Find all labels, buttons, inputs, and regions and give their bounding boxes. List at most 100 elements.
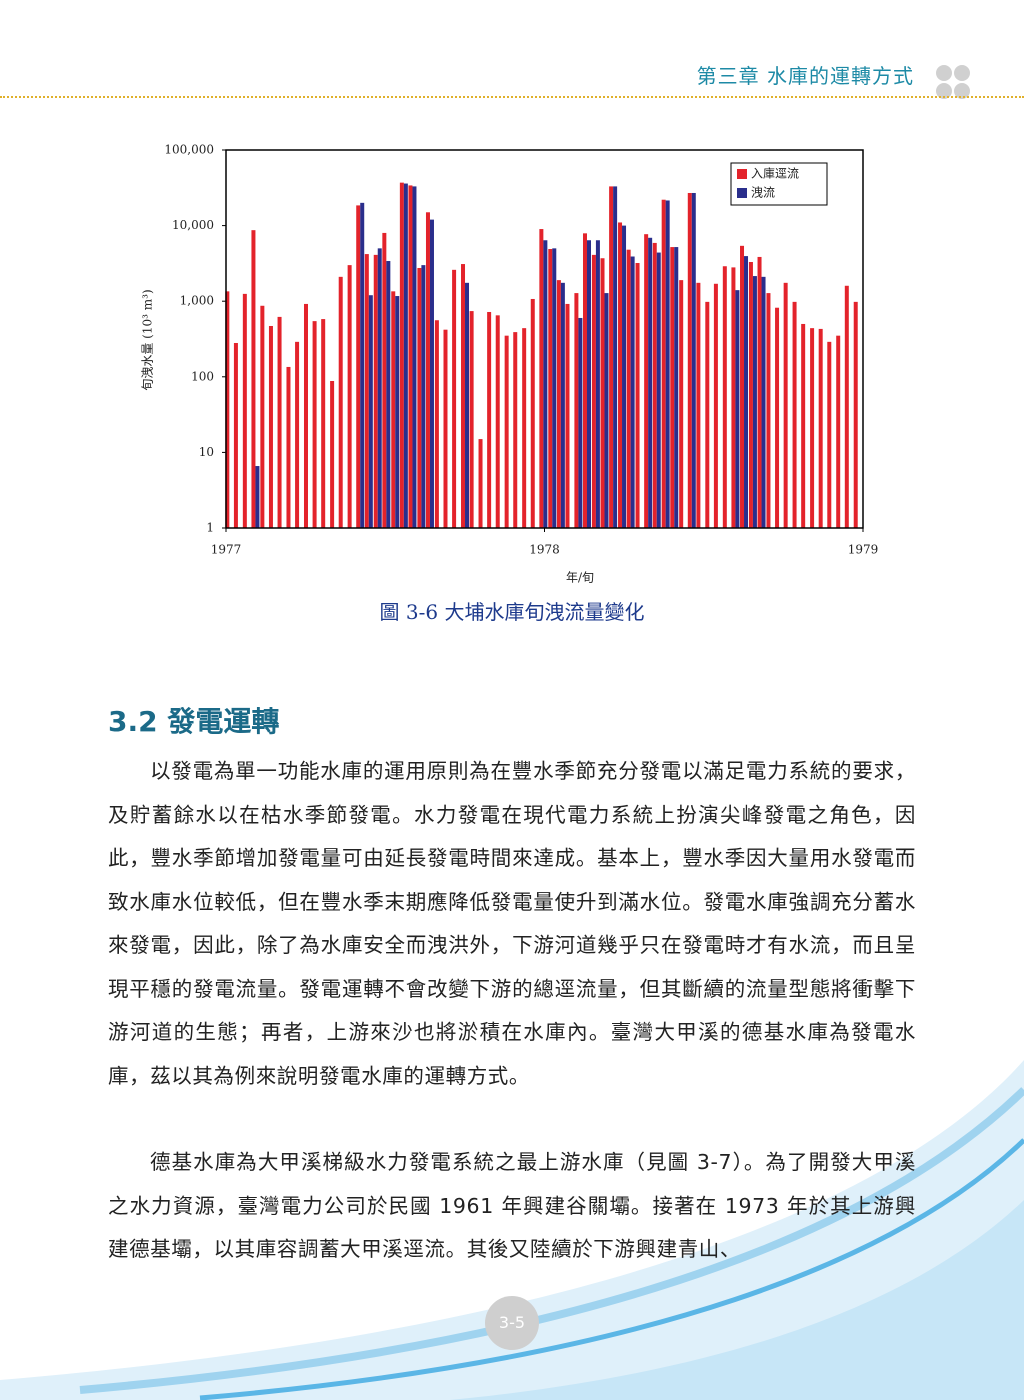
y-tick-label: 10,000: [172, 218, 214, 232]
bar: [595, 240, 600, 528]
bar: [360, 202, 365, 528]
bar: [622, 225, 627, 528]
y-tick-label: 10: [199, 445, 214, 459]
bar: [552, 248, 557, 529]
bar: [731, 267, 736, 528]
bar: [403, 183, 408, 529]
bar: [604, 293, 609, 528]
bar: [377, 248, 382, 529]
legend-label: 洩流: [751, 186, 775, 200]
bar: [373, 254, 378, 528]
bar: [255, 466, 260, 528]
bar: [748, 262, 753, 528]
bar: [429, 219, 434, 528]
paragraph: 德基水庫為大甲溪梯級水力發電系統之最上游水庫（見圖 3-7）。為了開發大甲溪之水…: [108, 1150, 916, 1261]
bar: [844, 285, 849, 528]
bar: [810, 328, 815, 528]
y-tick-label: 1,000: [180, 294, 214, 308]
bar: [696, 282, 701, 528]
legend-swatch: [737, 169, 747, 179]
bar: [251, 230, 256, 528]
figure-caption: 圖 3-6 大埔水庫旬洩流量變化: [379, 600, 645, 624]
bar: [434, 320, 439, 528]
bar: [225, 291, 230, 528]
bar: [648, 237, 653, 528]
bar: [757, 256, 762, 528]
section-heading: 3.2 發電運轉: [108, 705, 280, 738]
legend-swatch: [737, 188, 747, 198]
bar: [504, 335, 509, 528]
bar: [705, 301, 710, 528]
bar: [233, 342, 238, 528]
bar: [586, 240, 591, 528]
y-tick-label: 1: [206, 521, 214, 535]
bar: [487, 311, 492, 528]
bar: [600, 258, 605, 528]
bar: [679, 280, 684, 528]
icon-dot: [954, 65, 970, 81]
y-tick-label: 100: [191, 369, 214, 383]
chart: 年/旬 旬洩水量 (10³ m³) 1 10 100 1,000 10,000 100,0…: [141, 143, 879, 585]
bar: [452, 269, 457, 528]
bar: [495, 315, 500, 528]
bar: [417, 267, 422, 528]
bar: [744, 256, 749, 528]
bar: [661, 199, 666, 529]
wave: [0, 1060, 1024, 1400]
bar: [391, 291, 396, 528]
bar: [356, 205, 361, 529]
bar: [613, 186, 618, 529]
bar: [421, 265, 426, 528]
bar: [818, 328, 823, 528]
bar: [618, 222, 623, 529]
bar: [469, 311, 474, 528]
bar: [652, 242, 657, 528]
paragraph: 以發電為單一功能水庫的運用原則為在豐水季節充分發電以滿足電力系統的要求，及貯蓄餘…: [108, 759, 916, 1088]
bar: [853, 301, 858, 528]
bar: [565, 303, 570, 528]
wave: [199, 1138, 1024, 1400]
bar: [399, 182, 404, 528]
legend-label: 入庫逕流: [751, 167, 799, 181]
icon-dot: [954, 83, 970, 99]
bar: [783, 282, 788, 528]
bar: [412, 186, 417, 529]
plot-frame: [225, 149, 864, 529]
y-axis-label: 旬洩水量 (10³ m³): [141, 289, 155, 390]
bar: [665, 200, 670, 528]
bar: [443, 329, 448, 528]
y-tick-label: 100,000: [164, 143, 214, 157]
bar: [713, 283, 718, 528]
bar: [674, 247, 679, 529]
x-tick-label: 1979: [848, 543, 879, 557]
bar: [591, 254, 596, 528]
bar: [548, 249, 553, 528]
bar: [364, 254, 369, 529]
bar: [408, 185, 413, 528]
bar: [260, 305, 265, 528]
icon-dot: [936, 83, 952, 99]
bar: [277, 316, 282, 528]
bar: [543, 240, 548, 528]
x-tick-label: 1978: [529, 543, 560, 557]
chapter-header: 第三章 水庫的運轉方式: [696, 64, 914, 88]
bar: [740, 245, 745, 528]
bar: [578, 317, 583, 528]
bar: [792, 301, 797, 528]
bar: [752, 276, 757, 528]
bar: [461, 264, 466, 528]
bar: [382, 232, 387, 528]
bar: [556, 280, 561, 528]
bar: [303, 303, 308, 528]
bar: [766, 293, 771, 528]
bar: [609, 186, 614, 529]
bar: [530, 298, 535, 528]
bar: [735, 290, 740, 528]
bar: [425, 212, 430, 528]
bar: [827, 341, 832, 528]
bar: [286, 366, 291, 528]
wave: [450, 1200, 1024, 1400]
bar: [330, 380, 335, 528]
